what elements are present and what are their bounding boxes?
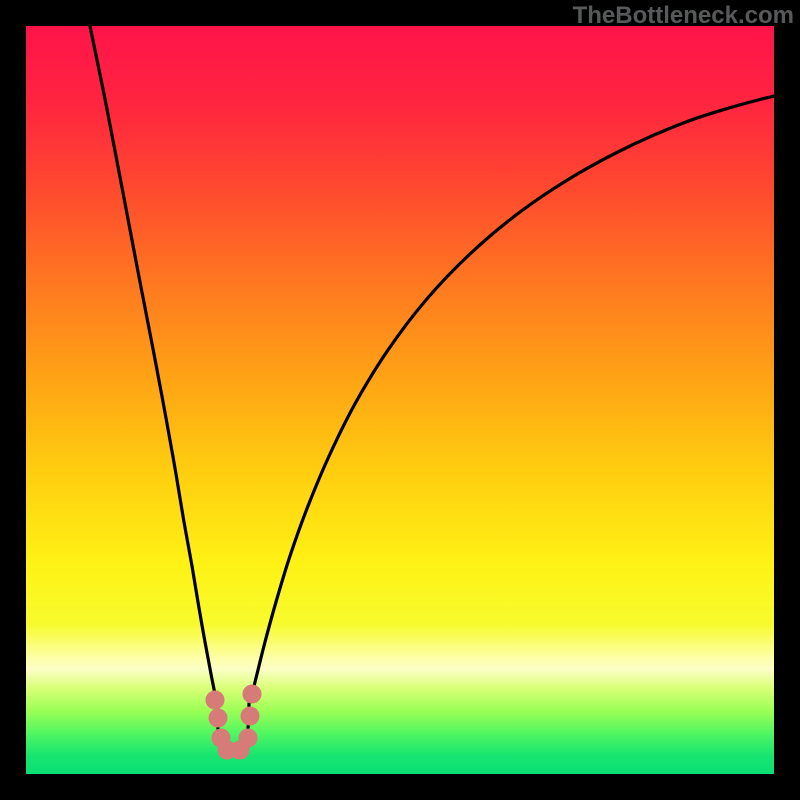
watermark-text: TheBottleneck.com [573, 2, 794, 30]
chart-svg [26, 26, 774, 774]
valley-marker [241, 707, 259, 725]
valley-marker [239, 729, 257, 747]
gradient-background [26, 26, 774, 774]
valley-marker [206, 691, 224, 709]
valley-marker [209, 709, 227, 727]
plot-area [26, 26, 774, 774]
valley-marker [243, 685, 261, 703]
